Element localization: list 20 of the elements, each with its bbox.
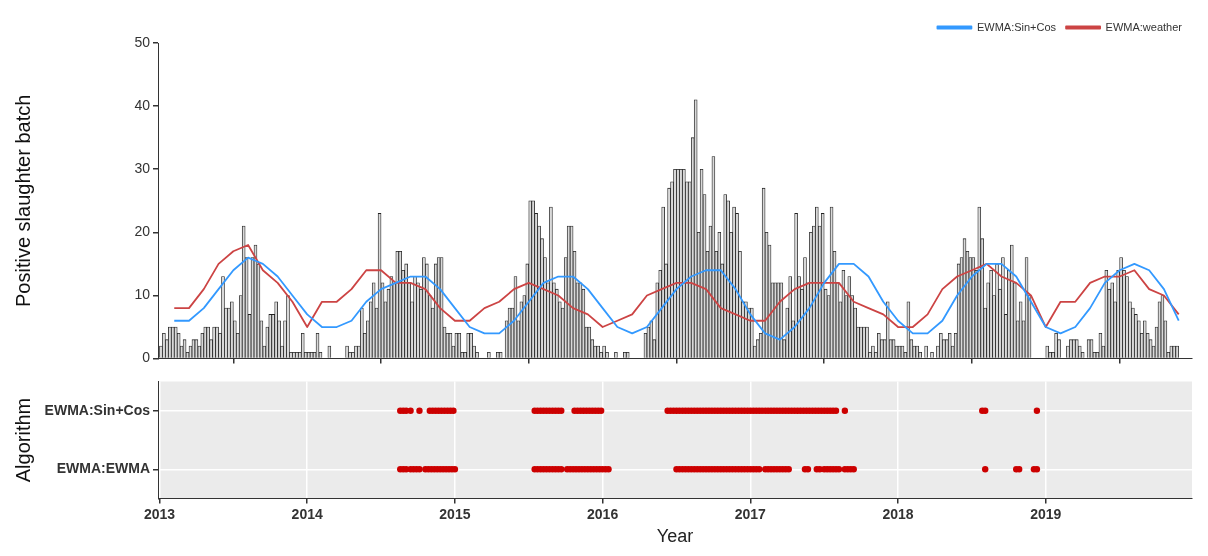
x-tick-label: 2019 [1030,505,1062,522]
y-tick-label: EWMA:EWMA [56,460,150,477]
legend-label: EWMA:Sin+Cos [976,20,1057,33]
x-tick-label: 2018 [882,505,914,522]
y-tick-label: 40 [134,96,151,113]
x-tick-label: 2015 [439,505,471,522]
y-tick-label: 30 [134,160,151,177]
x-axis-title: Year [656,526,694,547]
y-tick-label: 50 [134,33,151,50]
legend-label: EWMA:weather [1105,20,1183,33]
y-tick-label: 0 [142,349,151,366]
x-tick-label: 2014 [291,505,323,522]
y-axis-title: Algorithm [11,397,34,483]
x-tick-label: 2016 [587,505,619,522]
x-tick-label: 2017 [734,505,767,522]
y-tick-label: EWMA:Sin+Cos [44,401,151,418]
y-axis-title: Positive slaughter batch [11,94,34,307]
x-tick-label: 2013 [143,505,176,522]
y-tick-label: 20 [134,223,151,240]
y-tick-label: 10 [134,286,151,303]
